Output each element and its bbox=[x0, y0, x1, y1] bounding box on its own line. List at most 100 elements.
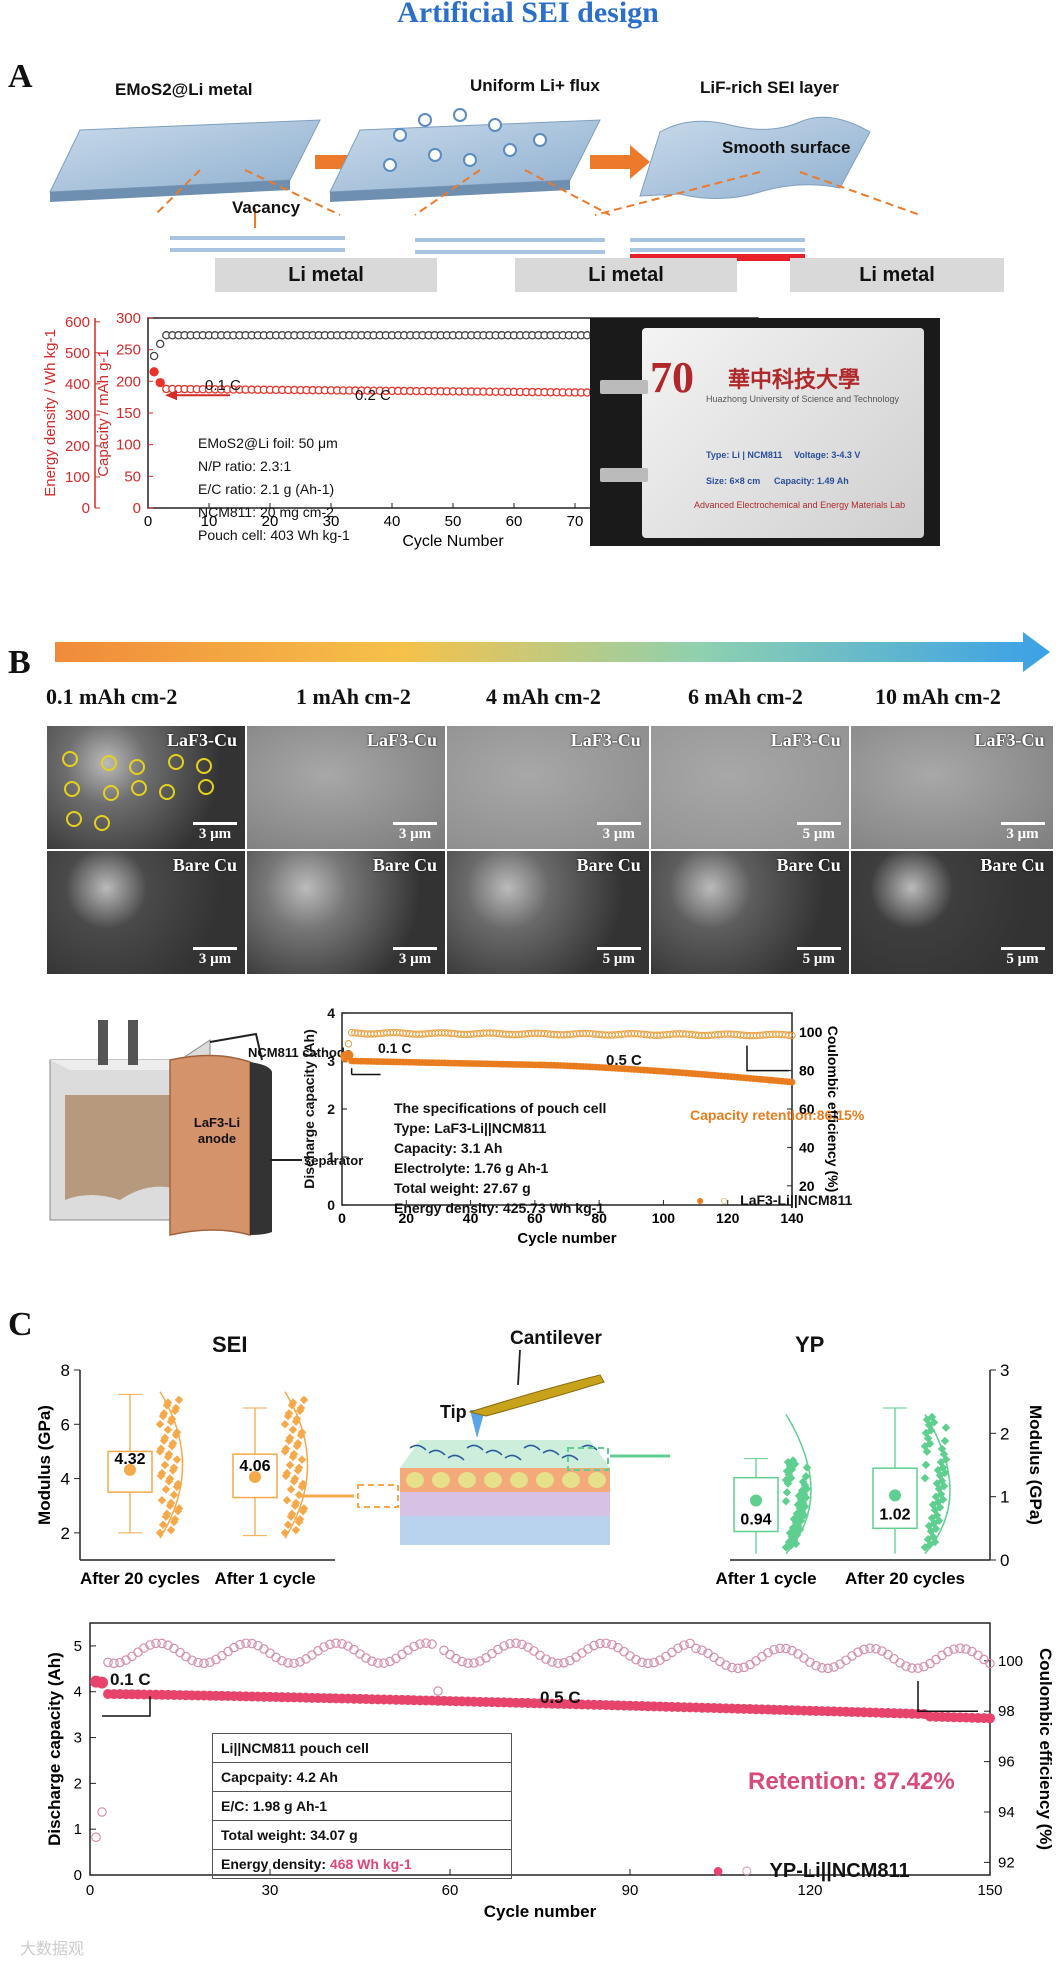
b-c01: 0.1 C bbox=[378, 1040, 412, 1056]
photo-size: Size: 6×8 cm bbox=[706, 476, 761, 486]
data-point bbox=[931, 1524, 941, 1533]
density-curve bbox=[284, 1391, 309, 1539]
data-point bbox=[791, 1539, 801, 1549]
label-anode: LaF3-Li anode bbox=[193, 1115, 241, 1146]
ce-point bbox=[109, 1658, 119, 1669]
ce-point bbox=[943, 1646, 953, 1657]
ce-point bbox=[367, 1656, 377, 1666]
x-tick-label: 60 bbox=[442, 1882, 459, 1899]
ce-point bbox=[961, 1644, 971, 1654]
c-c01: 0.1 C bbox=[110, 1670, 151, 1689]
data-point bbox=[282, 1496, 292, 1505]
nucleation-circle bbox=[101, 755, 117, 771]
ce-point bbox=[361, 1653, 371, 1663]
ce-point bbox=[445, 1649, 455, 1660]
sem-label: Bare Cu bbox=[980, 855, 1045, 875]
ce-point bbox=[667, 1647, 677, 1658]
ce-point bbox=[871, 1644, 881, 1654]
sei-box bbox=[357, 1484, 399, 1508]
sem-lafcu-3: LaF3-Cu 5 μm bbox=[649, 725, 850, 850]
ce-point bbox=[757, 1651, 767, 1662]
y3-axis-label: Energy density / Wh kg-1 bbox=[42, 329, 59, 497]
particle bbox=[432, 1472, 450, 1488]
ce-point bbox=[853, 1647, 863, 1657]
ce-point bbox=[691, 1643, 701, 1654]
ce-point bbox=[235, 1639, 245, 1650]
ce-point bbox=[673, 1643, 683, 1654]
c-c05: 0.5 C bbox=[540, 1688, 581, 1707]
ce-point bbox=[344, 1040, 353, 1048]
scale-bar: 5 μm bbox=[797, 947, 841, 968]
ce-point bbox=[229, 1642, 239, 1653]
y-tick-label: 2 bbox=[74, 1775, 82, 1792]
logo-70: 70 bbox=[650, 353, 694, 402]
data-point bbox=[299, 1395, 309, 1405]
cantilever bbox=[468, 1374, 605, 1417]
ce-point bbox=[727, 1662, 737, 1673]
nucleation-circle bbox=[168, 754, 184, 770]
ce-point bbox=[145, 1640, 155, 1650]
y3-tick-label: 500 bbox=[65, 345, 90, 362]
ce-point bbox=[685, 1638, 695, 1649]
ce-point bbox=[751, 1656, 761, 1666]
b-c05: 0.5 C bbox=[606, 1052, 642, 1069]
sem-barecu-3: Bare Cu 5 μm bbox=[649, 850, 850, 975]
y-tick-label: 150 bbox=[116, 405, 141, 422]
data-point bbox=[297, 1455, 307, 1464]
y2-tick-label: 40 bbox=[799, 1139, 815, 1155]
polymer-strand bbox=[466, 1444, 484, 1451]
data-point bbox=[172, 1455, 182, 1464]
ce-point bbox=[829, 1662, 839, 1672]
y2-tick-label: 80 bbox=[799, 1063, 815, 1079]
category-label: After 1 cycle bbox=[715, 1569, 816, 1588]
ce-point bbox=[559, 1657, 569, 1668]
mean-point bbox=[124, 1463, 136, 1476]
data-point bbox=[169, 1490, 179, 1500]
ce-point bbox=[589, 1640, 599, 1651]
x-axis-label: Cycle number bbox=[484, 1902, 597, 1921]
sem-lafcu-2: LaF3-Cu 3 μm bbox=[446, 725, 650, 850]
step2-label: Uniform Li+ flux bbox=[470, 76, 600, 95]
yp-tick-label: 2 bbox=[1000, 1424, 1009, 1443]
nucleation-circle bbox=[129, 759, 145, 775]
b-legend: ● ○ LaF3-Li||NCM811 bbox=[696, 1192, 853, 1208]
x-tick-label: 120 bbox=[716, 1210, 740, 1226]
x-tick-label: 20 bbox=[262, 513, 279, 530]
photo-voltage: Voltage: 3-4.3 V bbox=[794, 450, 861, 460]
data-point bbox=[288, 1425, 298, 1434]
polymer-strand bbox=[542, 1449, 560, 1456]
ce-point bbox=[535, 1650, 545, 1661]
c-arrow-left bbox=[102, 1696, 151, 1717]
yp-title: YP bbox=[795, 1332, 825, 1357]
ce-point bbox=[355, 1649, 365, 1659]
ce-point bbox=[529, 1646, 539, 1656]
nucleation-circle bbox=[66, 811, 82, 827]
cantilever-arrow bbox=[517, 1349, 521, 1386]
data-point bbox=[174, 1395, 184, 1405]
sem-barecu-1: Bare Cu 3 μm bbox=[246, 850, 446, 975]
data-point bbox=[297, 1482, 307, 1491]
step3-label: LiF-rich SEI layer bbox=[700, 78, 839, 97]
ce-point bbox=[721, 1660, 731, 1671]
mean-point bbox=[750, 1494, 762, 1507]
x-tick-label: 10 bbox=[201, 513, 218, 530]
sem-barecu-2: Bare Cu 5 μm bbox=[446, 850, 650, 975]
data-point bbox=[782, 1488, 792, 1497]
uni-name: 華中科技大學 bbox=[728, 367, 861, 392]
ce-point bbox=[457, 1656, 467, 1667]
scale-bar: 5 μm bbox=[597, 947, 641, 968]
y-tick-label: 5 bbox=[74, 1638, 82, 1655]
yp-tick-label: 0 bbox=[1000, 1551, 1009, 1570]
ce-point bbox=[319, 1642, 329, 1652]
a-c02: 0.2 C bbox=[355, 387, 391, 404]
particle bbox=[458, 1472, 476, 1488]
y2-tick-label: 92 bbox=[998, 1854, 1015, 1871]
ce-point bbox=[103, 1657, 113, 1668]
nucleation-circle bbox=[103, 785, 119, 801]
arrow-2 bbox=[590, 145, 650, 179]
ce-point bbox=[541, 1654, 551, 1664]
capacity-point bbox=[96, 1676, 108, 1689]
afm-tip bbox=[470, 1410, 485, 1438]
data-point bbox=[163, 1425, 173, 1434]
data-point bbox=[934, 1516, 944, 1525]
